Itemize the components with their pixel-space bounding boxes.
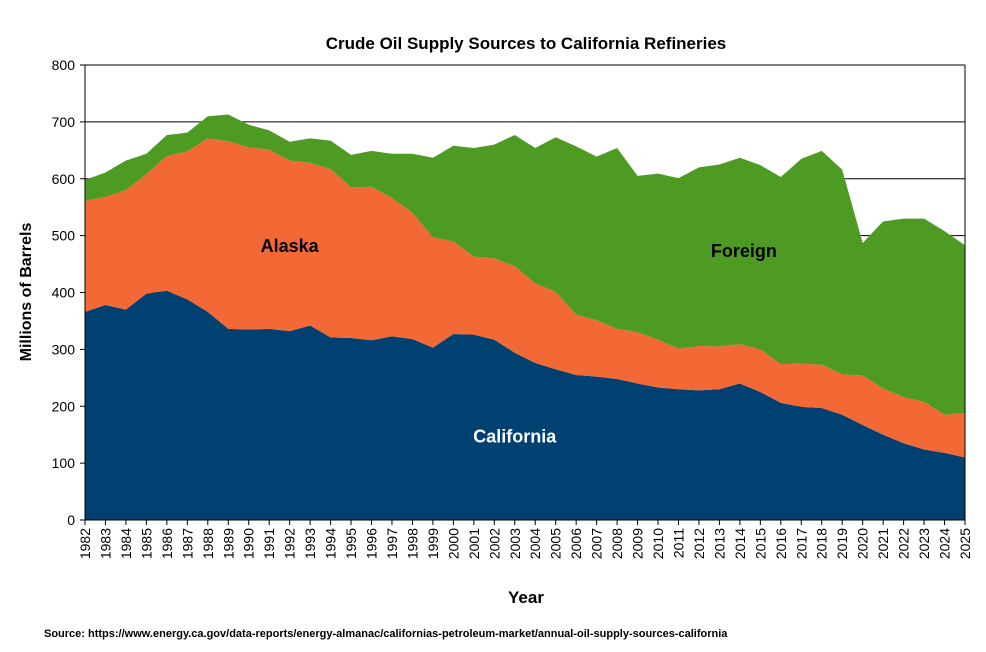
x-tick-label: 2007 [589,528,605,559]
x-tick-label: 1998 [404,528,420,559]
x-tick-label: 1988 [200,528,216,559]
x-tick-label: 2025 [957,528,973,559]
y-tick-label: 600 [52,171,76,187]
x-tick-label: 2001 [466,528,482,559]
x-tick-label: 2012 [691,528,707,559]
x-tick-label: 2011 [670,528,686,558]
x-tick-label: 2014 [732,528,748,559]
x-tick-label: 1992 [282,528,298,559]
y-tick-label: 700 [52,114,76,130]
series-label-alaska: Alaska [261,236,320,256]
x-tick-label: 2006 [568,528,584,559]
x-tick-label: 1994 [323,528,339,559]
x-tick-label: 2021 [875,528,891,559]
chart-title: Crude Oil Supply Sources to California R… [326,34,727,53]
x-tick-label: 2009 [630,528,646,559]
x-tick-label: 2004 [527,528,543,559]
x-tick-label: 1990 [241,528,257,559]
x-tick-label: 2024 [937,528,953,559]
x-tick-label: 2000 [445,528,461,559]
x-tick-label: 2016 [773,528,789,559]
x-tick-label: 2015 [752,528,768,559]
axes [80,64,966,525]
x-tick-label: 2008 [609,528,625,559]
area-foreign [85,114,965,415]
y-axis-title: Millions of Barrels [18,223,35,362]
x-tick-label: 2018 [814,528,830,559]
y-tick-label: 0 [67,512,75,528]
y-tick-label: 400 [52,285,76,301]
area-series [85,114,965,520]
series-labels: California Alaska Foreign [261,236,777,447]
x-tick-label: 2023 [916,528,932,559]
area-california [85,290,965,520]
x-tick-label: 1986 [159,528,175,559]
x-tick-label: 1983 [97,528,113,559]
x-tick-label: 2019 [834,528,850,559]
x-tick-label: 2017 [793,528,809,559]
x-tick-label: 2002 [486,528,502,559]
y-tick-label: 100 [52,455,76,471]
x-tick-label: 1987 [179,528,195,559]
x-tick-label: 1995 [343,528,359,559]
series-label-california: California [473,426,557,446]
y-tick-label: 200 [52,398,76,414]
x-tick-label: 2005 [548,528,564,559]
x-tick-labels: 1982 1983 1984 1985 1986 1987 1988 1989 1990 1991… [77,528,973,559]
x-tick-label: 1989 [220,528,236,559]
y-tick-labels: 0 100 200 300 400 500 600 700 800 [52,57,76,528]
x-tick-label: 1996 [364,528,380,559]
x-tick-label: 2020 [855,528,871,559]
x-tick-label: 1997 [384,528,400,559]
x-tick-label: 2013 [711,528,727,559]
x-tick-label: 2010 [650,528,666,559]
x-tick-label: 2022 [896,528,912,559]
x-tick-label: 1993 [302,528,318,559]
series-label-foreign: Foreign [711,241,777,261]
y-tick-label: 300 [52,341,76,357]
y-tick-label: 500 [52,228,76,244]
source-note: Source: https://www.energy.ca.gov/data-r… [44,628,728,640]
x-tick-label: 2003 [507,528,523,559]
x-tick-label: 1984 [118,528,134,559]
y-tick-label: 800 [52,57,76,73]
x-axis-title: Year [508,588,544,607]
area-alaska [85,138,965,458]
x-tick-label: 1982 [77,528,93,559]
x-tick-label: 1999 [425,528,441,559]
x-tick-label: 1991 [261,528,277,559]
x-tick-label: 1985 [138,528,154,559]
